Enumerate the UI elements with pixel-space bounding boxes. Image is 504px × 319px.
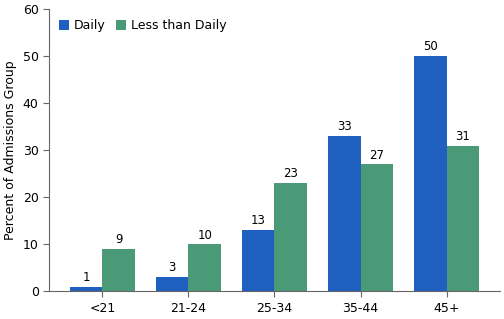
Bar bbox=[414, 56, 447, 292]
Bar bbox=[70, 287, 102, 292]
Bar bbox=[328, 136, 360, 292]
Bar bbox=[447, 145, 479, 292]
Text: 27: 27 bbox=[369, 149, 385, 162]
Text: 9: 9 bbox=[115, 233, 122, 246]
Text: 50: 50 bbox=[423, 41, 437, 53]
Bar bbox=[188, 244, 221, 292]
Text: 1: 1 bbox=[82, 271, 90, 284]
Bar bbox=[360, 164, 393, 292]
Bar bbox=[156, 277, 188, 292]
Text: 23: 23 bbox=[283, 167, 298, 181]
Text: 33: 33 bbox=[337, 120, 352, 133]
Text: 13: 13 bbox=[250, 214, 266, 227]
Text: 31: 31 bbox=[456, 130, 470, 143]
Bar bbox=[242, 230, 275, 292]
Text: 10: 10 bbox=[198, 228, 212, 241]
Text: 3: 3 bbox=[168, 262, 176, 274]
Bar bbox=[275, 183, 307, 292]
Y-axis label: Percent of Admissions Group: Percent of Admissions Group bbox=[4, 61, 17, 240]
Bar bbox=[102, 249, 135, 292]
Legend: Daily, Less than Daily: Daily, Less than Daily bbox=[55, 15, 230, 36]
